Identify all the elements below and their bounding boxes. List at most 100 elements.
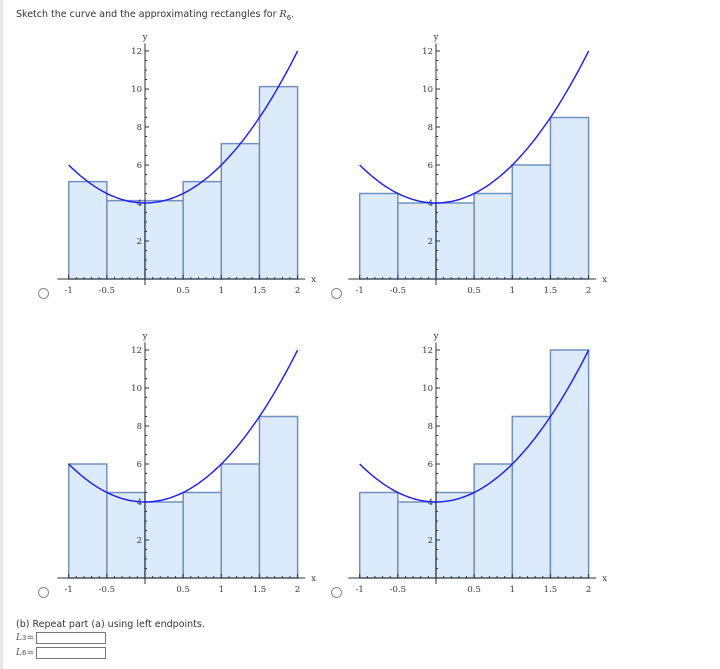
x-tick-label: 2	[586, 286, 591, 296]
x-tick-label: -0.5	[390, 286, 406, 296]
x-tick-label: -1	[65, 286, 73, 296]
function-curve	[359, 50, 590, 204]
rectangle	[549, 116, 590, 280]
y-axis-label: y	[142, 331, 148, 341]
x-tick-label: -0.5	[390, 585, 406, 595]
prompt-end: .	[291, 9, 295, 20]
x-tick-label: 0.5	[176, 585, 190, 595]
y-tick-label: 12	[131, 47, 142, 57]
x-tick-label: 1	[219, 585, 224, 595]
x-tick-label: -0.5	[99, 585, 115, 595]
y-tick-label: 2	[428, 237, 433, 247]
l6-label: L	[16, 648, 22, 658]
rectangle	[358, 192, 399, 280]
rectangle	[182, 491, 223, 579]
x-tick-label: 2	[586, 585, 591, 595]
prompt-text: Sketch the curve and the approximating r…	[16, 9, 280, 20]
x-tick-label: 1.5	[544, 585, 558, 595]
y-tick-label: 2	[428, 536, 433, 546]
x-tick-label: 0.5	[467, 286, 481, 296]
x-tick-label: 2	[295, 286, 300, 296]
rectangle	[549, 349, 590, 579]
l3-input[interactable]	[36, 632, 106, 644]
y-tick-label: 12	[422, 346, 433, 356]
function-curve	[359, 349, 590, 503]
rectangle	[144, 501, 184, 579]
l3-sub: 3	[21, 634, 27, 642]
y-axis-label: y	[433, 32, 439, 42]
rectangle	[258, 415, 299, 579]
rectangle	[358, 491, 399, 579]
y-tick-label: 6	[137, 460, 142, 470]
rectangle	[106, 491, 146, 579]
plot-bottom-right: -1 -0.5 0.5 1 1.5 2 2 4 6 8 10 12 x y	[348, 331, 607, 595]
y-tick-label: 8	[137, 123, 142, 133]
l3-label: L	[16, 633, 22, 643]
rectangle	[144, 199, 184, 280]
rectangle	[258, 85, 299, 280]
x-tick-label: 1.5	[253, 286, 267, 296]
rectangle	[67, 463, 108, 579]
l3-eq: =	[26, 633, 34, 643]
y-tick-label: 8	[428, 123, 433, 133]
rectangle	[435, 202, 475, 280]
rectangle	[473, 192, 514, 280]
y-tick-label: 2	[137, 237, 142, 247]
y-tick-label: 10	[422, 384, 433, 394]
y-axis-label: y	[142, 32, 148, 42]
x-tick-label: 1.5	[544, 286, 558, 296]
y-tick-label: 6	[137, 161, 142, 171]
option-radio-bottom-right[interactable]	[331, 587, 342, 598]
x-tick-label: -1	[356, 585, 364, 595]
y-tick-label: 12	[422, 47, 433, 57]
rectangle	[511, 164, 552, 280]
x-axis-label: x	[602, 574, 607, 584]
y-tick-label: 4	[137, 498, 142, 508]
rectangle	[397, 501, 437, 579]
question-prompt: Sketch the curve and the approximating r…	[16, 9, 294, 22]
prompt-sub: 6	[286, 13, 292, 22]
plot-top-left: -1 -0.5 0.5 1 1.5 2 2 4 6 8 10 12 x y	[57, 32, 316, 296]
x-tick-label: -1	[356, 286, 364, 296]
y-tick-label: 8	[428, 422, 433, 432]
x-tick-label: 1	[219, 286, 224, 296]
l6-sub: 6	[21, 649, 27, 657]
rectangle	[67, 180, 108, 280]
option-radio-top-left[interactable]	[38, 288, 49, 299]
l6-input[interactable]	[36, 647, 106, 659]
rectangle	[473, 463, 514, 579]
option-radio-bottom-left[interactable]	[38, 587, 49, 598]
x-tick-label: 1	[510, 286, 515, 296]
rectangle	[220, 142, 261, 280]
y-tick-label: 2	[137, 536, 142, 546]
prompt-var: R	[279, 9, 287, 20]
x-tick-label: 2	[295, 585, 300, 595]
y-axis-label: y	[433, 331, 439, 341]
x-tick-label: -0.5	[99, 286, 115, 296]
part-b-instructions: (b) Repeat part (a) using left endpoints…	[16, 619, 205, 630]
left-border	[0, 0, 3, 669]
l3-row: L 3 =	[16, 632, 106, 644]
y-tick-label: 4	[428, 498, 433, 508]
function-curve	[68, 349, 299, 503]
x-tick-label: -1	[65, 585, 73, 595]
rectangle	[220, 463, 261, 579]
x-axis-label: x	[311, 275, 316, 285]
option-radio-top-right[interactable]	[331, 288, 342, 299]
y-tick-label: 10	[422, 85, 433, 95]
y-tick-label: 10	[131, 85, 142, 95]
rectangle	[511, 415, 552, 579]
y-tick-label: 6	[428, 161, 433, 171]
plot-top-right: -1 -0.5 0.5 1 1.5 2 2 4 6 8 10 12 x y	[348, 32, 607, 296]
rectangle	[182, 180, 223, 280]
plot-bottom-left: -1 -0.5 0.5 1 1.5 2 2 4 6 8 10 12 x y	[57, 331, 316, 595]
rectangle	[435, 491, 475, 579]
rectangle	[397, 202, 437, 280]
y-tick-label: 6	[428, 460, 433, 470]
x-tick-label: 1.5	[253, 585, 267, 595]
x-tick-label: 1	[510, 585, 515, 595]
x-tick-label: 0.5	[467, 585, 481, 595]
y-tick-label: 12	[131, 346, 142, 356]
y-tick-label: 4	[428, 199, 433, 209]
